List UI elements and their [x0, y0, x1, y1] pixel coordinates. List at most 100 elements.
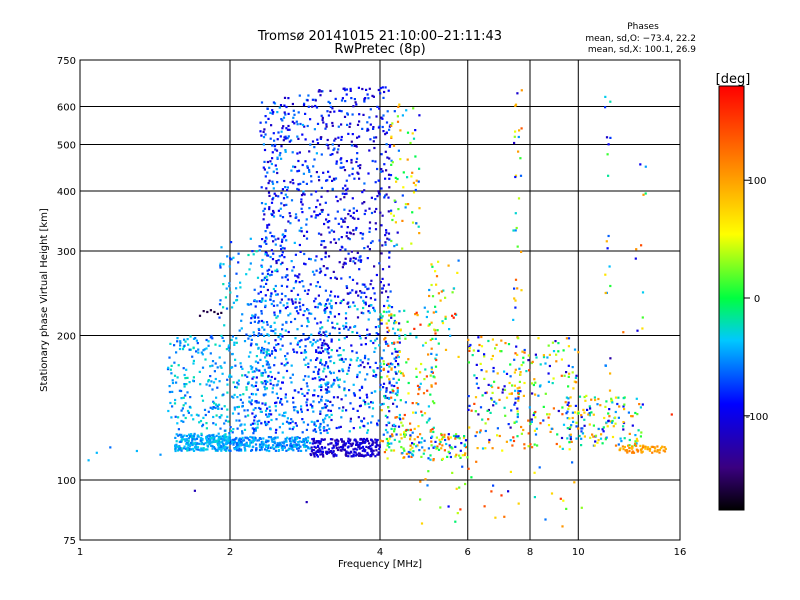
data-point — [305, 449, 308, 452]
data-points — [87, 86, 673, 528]
data-point — [569, 404, 572, 408]
data-point — [281, 431, 284, 434]
data-point — [403, 431, 406, 434]
data-point — [451, 291, 454, 294]
data-point — [410, 175, 413, 178]
data-point — [324, 255, 327, 259]
data-point — [260, 333, 263, 336]
data-point — [233, 438, 237, 441]
data-point — [384, 194, 387, 197]
data-point — [586, 408, 589, 411]
data-point — [251, 314, 254, 317]
data-point — [454, 520, 457, 523]
data-point — [306, 337, 309, 341]
data-point — [372, 453, 375, 456]
data-point — [299, 298, 302, 301]
data-point — [282, 304, 285, 307]
data-point — [176, 340, 179, 343]
data-point — [253, 438, 256, 441]
data-point — [472, 349, 475, 352]
data-point — [230, 241, 233, 244]
data-point — [342, 440, 345, 443]
data-point — [400, 437, 403, 440]
data-point — [416, 444, 419, 447]
data-point — [390, 124, 393, 127]
data-point — [183, 434, 186, 437]
data-point — [424, 341, 427, 344]
data-point — [332, 454, 335, 458]
data-point — [395, 416, 398, 419]
data-point — [433, 445, 436, 448]
data-point — [247, 355, 251, 358]
data-point — [237, 252, 240, 255]
data-point — [304, 375, 307, 378]
data-point — [283, 440, 286, 443]
data-point — [651, 451, 654, 454]
data-point — [411, 431, 414, 434]
data-point — [272, 101, 275, 104]
data-point — [604, 438, 607, 441]
data-point — [321, 447, 324, 450]
data-point — [418, 207, 421, 210]
data-point — [557, 409, 560, 413]
data-point — [604, 291, 607, 295]
data-point — [292, 401, 295, 404]
data-point — [353, 438, 357, 441]
data-point — [326, 344, 330, 347]
data-point — [226, 255, 229, 258]
data-point — [487, 408, 490, 412]
data-point — [369, 454, 373, 457]
data-point — [351, 350, 354, 353]
data-point — [309, 359, 312, 362]
data-point — [279, 207, 282, 210]
data-point — [380, 224, 383, 227]
phase-stats-o: mean, sd,O: −73.4, 22.2 — [585, 34, 696, 44]
data-point — [305, 439, 308, 442]
data-point — [214, 447, 217, 450]
data-point — [406, 176, 409, 179]
data-point — [388, 256, 391, 259]
data-point — [293, 317, 297, 321]
data-point — [356, 409, 359, 412]
data-point — [339, 248, 342, 252]
data-point — [457, 355, 460, 358]
data-point — [364, 303, 367, 306]
data-point — [393, 384, 396, 388]
data-point — [261, 440, 264, 443]
data-point — [257, 406, 261, 410]
data-point — [266, 440, 269, 443]
data-point — [195, 437, 198, 440]
data-point — [269, 409, 272, 412]
data-point — [362, 312, 365, 315]
data-point — [307, 362, 310, 365]
data-point — [520, 432, 523, 435]
data-point — [516, 353, 519, 356]
data-point — [569, 438, 572, 441]
data-point — [253, 299, 256, 302]
data-point — [267, 363, 271, 366]
data-point — [477, 336, 480, 339]
data-point — [174, 447, 177, 450]
data-point — [519, 373, 522, 376]
data-point — [226, 391, 229, 394]
data-point — [568, 404, 571, 408]
data-point — [454, 437, 457, 440]
data-point — [348, 125, 351, 128]
data-point — [246, 382, 250, 385]
data-point — [361, 127, 364, 130]
data-point — [604, 95, 607, 98]
data-point — [610, 421, 614, 424]
data-point — [355, 443, 358, 446]
data-point — [223, 405, 226, 408]
data-point — [341, 192, 344, 195]
data-point — [247, 253, 250, 257]
data-point — [369, 283, 372, 286]
data-point — [306, 408, 309, 412]
data-point — [211, 445, 214, 448]
data-point — [305, 404, 308, 407]
data-point — [447, 438, 450, 441]
data-point — [358, 334, 361, 337]
data-point — [391, 122, 394, 125]
data-point — [267, 191, 271, 194]
data-point — [319, 338, 322, 341]
